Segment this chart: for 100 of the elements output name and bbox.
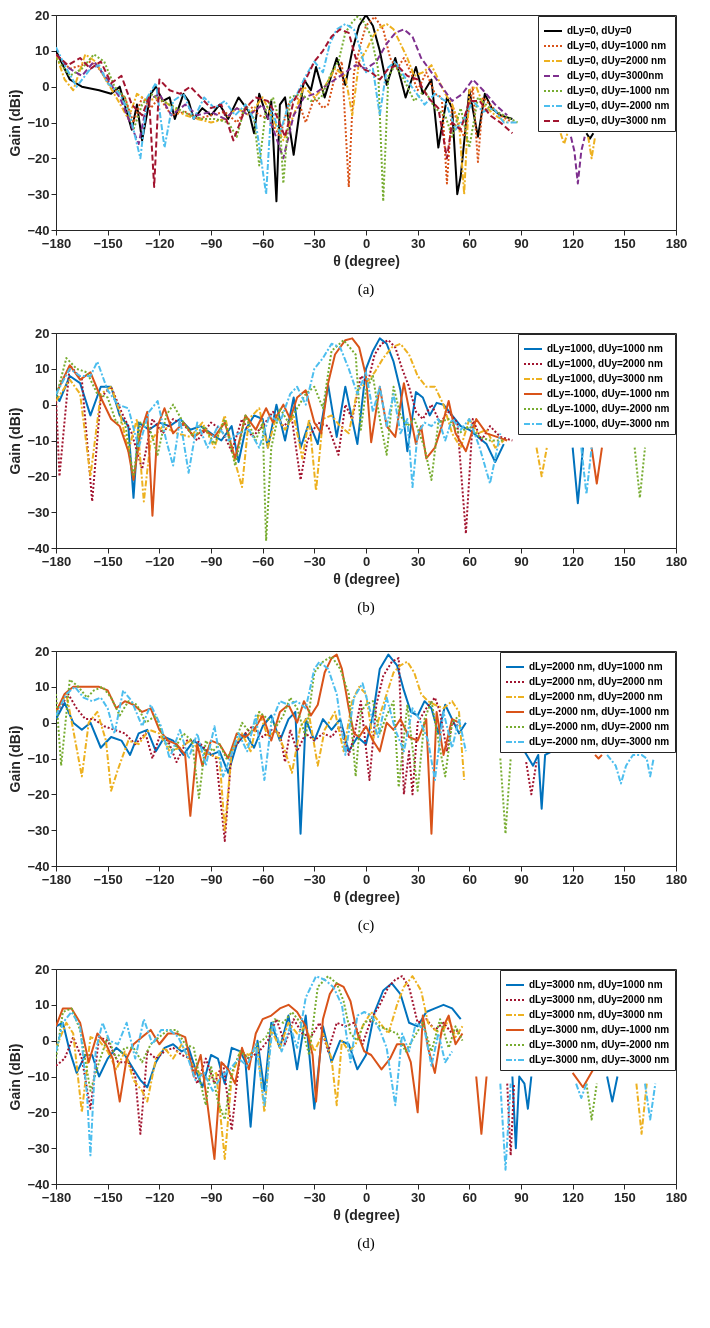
y-tick-label: −10	[27, 1069, 50, 1084]
x-tick-label: −180	[41, 871, 72, 887]
line-series	[56, 660, 467, 781]
text: (d)	[357, 1235, 375, 1252]
y-axis-title: Gain (dBi)	[7, 725, 24, 793]
y-tick-label: 10	[35, 43, 50, 59]
x-tick-label: 60	[462, 1189, 478, 1205]
legend-label: dLy=-1000, dUy=-3000 nm	[547, 418, 670, 429]
x-axis-title: θ (degree)	[333, 888, 400, 905]
legend-label: dLy=-2000 nm, dUy=-3000 nm	[529, 736, 670, 747]
x-tick-label: 180	[665, 1189, 688, 1205]
y-tick-label: −30	[27, 1140, 50, 1156]
legend-label: dLy=0, dUy=2000 nm	[567, 55, 667, 66]
y-tick-label: −20	[27, 150, 50, 166]
y-tick-label: 20	[35, 643, 50, 659]
x-tick-label: 120	[562, 235, 585, 251]
y-tick-label: −40	[27, 540, 50, 556]
x-tick-label: 30	[410, 553, 426, 569]
x-tick-label: 90	[514, 553, 529, 569]
legend-label: dLy=2000 nm, dUy=1000 nm	[529, 661, 663, 672]
x-tick-label: −180	[41, 1189, 72, 1205]
legend-label: dLy=2000 nm, dUy=2000 nm	[529, 676, 663, 687]
x-tick-label: 90	[514, 1189, 529, 1205]
x-axis-title: θ (degree)	[333, 252, 400, 269]
x-tick-label: −150	[93, 553, 123, 569]
y-tick-label: −10	[27, 751, 50, 766]
legend-label: dLy=-1000, dUy=-2000 nm	[547, 403, 670, 414]
legend-label: dLy=3000 nm, dUy=1000 nm	[529, 979, 663, 990]
x-tick-label: 0	[362, 1189, 371, 1205]
line-series	[523, 750, 553, 810]
x-tick-label: 60	[462, 871, 478, 887]
x-tick-label: −60	[252, 871, 275, 887]
text: (a)	[357, 281, 375, 298]
legend-label: dLy=-2000 nm, dUy=-1000 nm	[529, 706, 670, 717]
x-tick-label: −150	[93, 871, 123, 887]
x-tick-label: −120	[145, 235, 175, 251]
y-tick-label: −40	[27, 222, 50, 238]
legend-label: dLy=-2000 nm, dUy=-2000 nm	[529, 721, 670, 732]
x-tick-label: 0	[362, 235, 371, 251]
legend-label: dLy=0, dUy=-1000 nm	[567, 85, 670, 96]
y-tick-label: 20	[35, 961, 50, 977]
x-tick-label: −150	[93, 235, 123, 251]
x-tick-label: −30	[303, 235, 326, 251]
y-tick-label: −20	[27, 468, 50, 484]
x-tick-label: 120	[562, 1189, 585, 1205]
line-series	[606, 753, 655, 785]
y-tick-label: −20	[27, 1104, 50, 1120]
x-tick-label: 30	[410, 235, 426, 251]
x-tick-label: 150	[613, 1189, 636, 1205]
x-tick-label: 180	[665, 553, 688, 569]
legend-label: dLy=1000, dUy=2000 nm	[547, 358, 663, 369]
x-tick-label: −120	[145, 553, 175, 569]
x-tick-label: 60	[462, 553, 478, 569]
y-tick-label: 20	[35, 7, 50, 23]
y-axis-title: Gain (dBi)	[7, 89, 24, 157]
y-axis-title: Gain (dBi)	[7, 1043, 24, 1111]
legend-label: dLy=0, dUy=3000 nm	[567, 115, 667, 126]
x-tick-label: −60	[252, 553, 275, 569]
x-tick-label: −90	[200, 235, 223, 251]
y-tick-label: 0	[42, 397, 50, 413]
legend-label: dLy=-3000 nm, dUy=-3000 nm	[529, 1054, 670, 1065]
legend-label: dLy=2000 nm, dUy=2000 nm	[529, 691, 663, 702]
x-tick-label: −90	[200, 871, 223, 887]
legend-label: dLy=1000, dUy=3000 nm	[547, 373, 663, 384]
y-tick-label: −40	[27, 1176, 50, 1192]
x-tick-label: −180	[41, 553, 72, 569]
y-tick-label: 10	[35, 361, 50, 377]
x-axis-title: θ (degree)	[333, 570, 400, 587]
x-tick-label: −60	[252, 235, 275, 251]
x-tick-label: 150	[613, 871, 636, 887]
x-tick-label: 120	[562, 871, 585, 887]
x-tick-label: −30	[303, 1189, 326, 1205]
legend-label: dLy=-3000 nm, dUy=-2000 nm	[529, 1039, 670, 1050]
legend-label: dLy=0, dUy=0	[567, 25, 633, 36]
y-tick-label: 10	[35, 997, 50, 1013]
text: (b)	[357, 599, 375, 616]
legend-label: dLy=-3000 nm, dUy=-1000 nm	[529, 1024, 670, 1035]
legend-label: dLy=3000 nm, dUy=3000 nm	[529, 1009, 663, 1020]
x-tick-label: 0	[362, 553, 371, 569]
x-tick-label: 180	[665, 235, 688, 251]
y-tick-label: 0	[42, 715, 50, 731]
x-tick-label: 120	[562, 553, 585, 569]
x-tick-label: −120	[145, 1189, 175, 1205]
x-axis-title: θ (degree)	[333, 1206, 400, 1223]
y-tick-label: −10	[27, 433, 50, 448]
legend-label: dLy=3000 nm, dUy=2000 nm	[529, 994, 663, 1005]
y-tick-label: −20	[27, 786, 50, 802]
x-tick-label: 150	[613, 553, 636, 569]
y-tick-label: −10	[27, 115, 50, 130]
x-tick-label: 30	[410, 871, 426, 887]
y-tick-label: −40	[27, 858, 50, 874]
y-tick-label: 0	[42, 1033, 50, 1049]
legend-label: dLy=1000, dUy=1000 nm	[547, 343, 663, 354]
y-tick-label: 0	[42, 79, 50, 95]
x-tick-label: 60	[462, 235, 478, 251]
line-series	[511, 1075, 533, 1150]
x-tick-label: 0	[362, 871, 371, 887]
x-tick-label: 90	[514, 235, 529, 251]
x-tick-label: −30	[303, 553, 326, 569]
x-tick-label: −150	[93, 1189, 123, 1205]
